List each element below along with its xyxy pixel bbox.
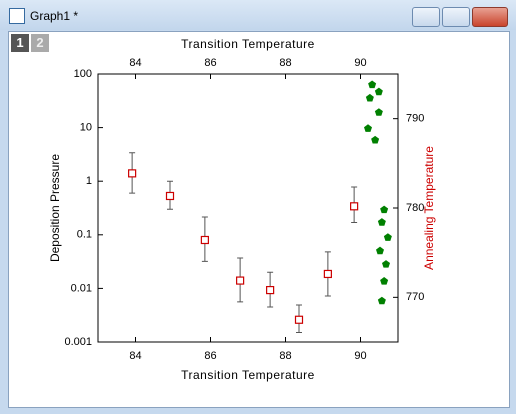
marker	[374, 108, 383, 116]
y-tick-label: 1	[86, 175, 92, 187]
x-top-tick-label: 86	[204, 57, 216, 69]
marker	[236, 276, 245, 285]
y-tick-label: 0.01	[71, 282, 92, 294]
y2-tick-label: 780	[406, 202, 424, 214]
x-top-tick-label: 84	[129, 57, 141, 69]
marker	[200, 235, 209, 245]
minimize-button[interactable]	[412, 7, 440, 27]
layer-tab[interactable]: 2	[31, 34, 49, 52]
close-button[interactable]	[472, 7, 508, 27]
marker	[380, 277, 389, 285]
marker	[165, 191, 175, 201]
y-tick-label: 100	[74, 68, 92, 80]
marker	[368, 80, 377, 89]
marker	[377, 296, 386, 305]
x-axis-title: Transition Temperature	[181, 368, 315, 382]
x-tick-label: 86	[204, 350, 216, 362]
y-tick-label: 0.001	[64, 336, 92, 348]
marker	[365, 93, 374, 102]
title-bar: Graph1 *	[0, 0, 516, 30]
x-top-tick-label: 88	[279, 57, 291, 69]
marker	[374, 87, 383, 96]
layer-tab[interactable]: 1	[11, 34, 29, 52]
y2-axis-title: Annealing Temperature	[422, 146, 436, 270]
window-title: Graph1 *	[30, 9, 79, 23]
y-tick-label: 10	[80, 122, 92, 134]
marker	[294, 315, 304, 324]
marker	[377, 218, 386, 226]
y2-tick-label: 770	[406, 291, 424, 303]
marker	[380, 205, 389, 214]
x-tick-label: 88	[279, 350, 291, 362]
x-top-axis-title: Transition Temperature	[181, 37, 315, 51]
y-tick-label: 0.1	[77, 229, 92, 241]
y2-tick-label: 790	[406, 113, 424, 125]
marker	[383, 233, 392, 241]
marker	[376, 246, 384, 255]
x-tick-label: 84	[129, 350, 141, 362]
y-axis-title: Deposition Pressure	[48, 154, 62, 262]
marker	[266, 285, 275, 295]
maximize-button[interactable]	[442, 7, 470, 27]
marker	[371, 135, 380, 144]
window-icon	[9, 8, 25, 24]
x-tick-label: 90	[354, 350, 366, 362]
marker	[128, 169, 137, 178]
x-top-tick-label: 90	[354, 57, 366, 69]
graph-page: 1 2	[8, 31, 510, 408]
marker	[382, 260, 390, 268]
marker	[364, 124, 372, 132]
marker	[350, 202, 359, 211]
marker	[323, 269, 332, 279]
